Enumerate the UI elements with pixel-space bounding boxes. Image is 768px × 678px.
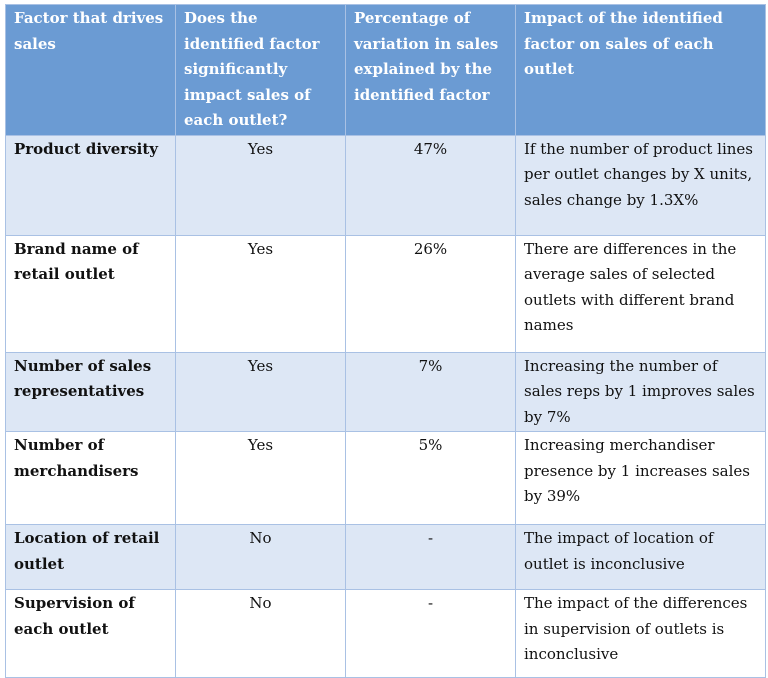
- table-row: Number of merchandisers Yes 5% Increasing m…: [5, 431, 766, 525]
- percentage-cell: -: [345, 524, 516, 590]
- factor-cell: Number of merchandisers: [5, 431, 176, 525]
- percentage-cell: 26%: [345, 234, 516, 353]
- impact-cell: The impact of the differences in supervi…: [515, 589, 766, 678]
- table-row: Location of retail outlet No - The impact o…: [5, 524, 766, 590]
- percentage-cell: 5%: [345, 431, 516, 525]
- table-row: Brand name of retail outlet Yes 26% There a…: [5, 234, 766, 353]
- impact-cell: There are differences in the average sal…: [515, 234, 766, 353]
- impact-cell: If the number of product lines per outle…: [515, 134, 766, 236]
- factor-cell: Number of sales representatives: [5, 351, 176, 432]
- header-impact: Impact of the identified factor on sales…: [515, 4, 766, 136]
- impact-cell: The impact of location of outlet is inco…: [515, 524, 766, 590]
- significant-cell: No: [175, 589, 346, 678]
- significant-cell: Yes: [175, 134, 346, 236]
- factor-cell: Brand name of retail outlet: [5, 234, 176, 353]
- table-row: Number of sales representatives Yes 7% Incr…: [5, 351, 766, 432]
- table-row: Supervision of each outlet No - The impact …: [5, 589, 766, 678]
- header-factor: Factor that drives sales: [5, 4, 176, 136]
- significant-cell: Yes: [175, 351, 346, 432]
- header-significant: Does the identified factor significantly…: [175, 4, 346, 136]
- sales-factors-table: Factor that drives sales Does the identi…: [5, 4, 766, 678]
- factor-cell: Location of retail outlet: [5, 524, 176, 590]
- factor-cell: Product diversity: [5, 134, 176, 236]
- impact-cell: Increasing the number of sales reps by 1…: [515, 351, 766, 432]
- significant-cell: Yes: [175, 234, 346, 353]
- significant-cell: Yes: [175, 431, 346, 525]
- percentage-cell: -: [345, 589, 516, 678]
- factor-cell: Supervision of each outlet: [5, 589, 176, 678]
- percentage-cell: 47%: [345, 134, 516, 236]
- table-row: Product diversity Yes 47% If the number of …: [5, 134, 766, 236]
- impact-cell: Increasing merchandiser presence by 1 in…: [515, 431, 766, 525]
- header-percentage: Percentage of variation in sales explain…: [345, 4, 516, 136]
- header-row: Factor that drives sales Does the identi…: [5, 4, 766, 136]
- significant-cell: No: [175, 524, 346, 590]
- percentage-cell: 7%: [345, 351, 516, 432]
